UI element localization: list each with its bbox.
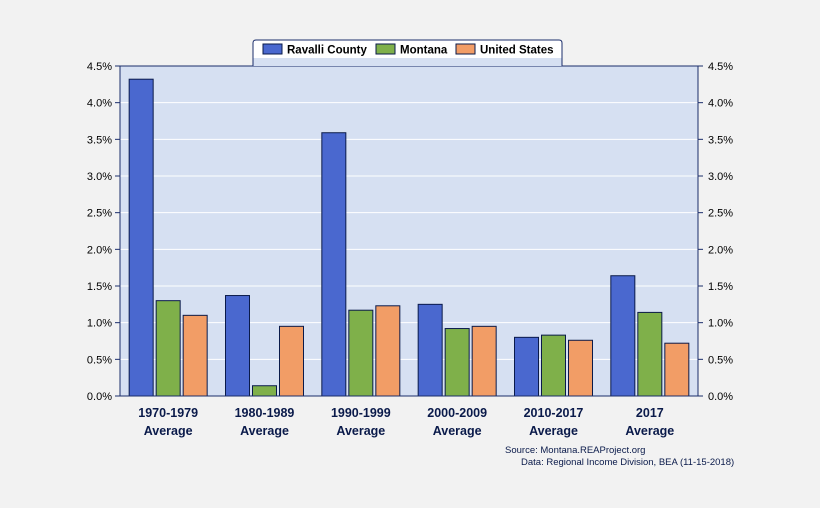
y-tick-label-left: 4.5% <box>87 61 112 73</box>
x-tick-label: 1980-1989 <box>235 406 295 420</box>
x-tick-label: 2000-2009 <box>427 406 487 420</box>
y-tick-label-right: 2.5% <box>708 208 733 220</box>
y-tick-label-left: 3.5% <box>87 134 112 146</box>
y-tick-label-right: 0.0% <box>708 391 733 403</box>
x-tick-label: Average <box>336 424 385 438</box>
bars <box>128 78 690 397</box>
legend: Ravalli County Montana United States <box>252 39 563 66</box>
x-tick-label: 2017 <box>636 406 664 420</box>
x-tick-label: Average <box>433 424 482 438</box>
x-tick-label: Average <box>144 424 193 438</box>
bar-united-states <box>568 339 593 397</box>
x-tick-label: Average <box>240 424 289 438</box>
y-tick-label-right: 3.0% <box>708 171 733 183</box>
bar-montana <box>252 385 277 397</box>
legend-box <box>252 39 563 58</box>
bar-united-states <box>182 314 208 397</box>
y-tick-label-right: 4.5% <box>708 61 733 73</box>
y-axis-left: 0.0% 0.5% 1.0% 1.5% 2.0% 2.5% 3.0% 3.5% 4.0% 4.5% <box>87 61 120 403</box>
y-tick-label-left: 1.0% <box>87 318 112 330</box>
x-tick-label: 1970-1979 <box>138 406 198 420</box>
y-tick-label-left: 1.5% <box>87 281 112 293</box>
y-tick-label-left: 0.5% <box>87 354 112 366</box>
gridlines <box>120 102 698 360</box>
y-tick-label-left: 2.0% <box>87 244 112 256</box>
y-tick-label-left: 4.0% <box>87 98 112 110</box>
bar-ravalli-county <box>514 336 539 397</box>
bar-montana <box>444 328 470 397</box>
data-source-line: Data: Regional Income Division, BEA (11-… <box>521 457 734 468</box>
bar-united-states <box>375 305 401 397</box>
bar-montana <box>541 334 566 397</box>
x-axis-labels: 1970-1979 Average 1980-1989 Average 1990-199… <box>138 406 674 438</box>
x-tick-label: 1990-1999 <box>331 406 391 420</box>
legend-label: United States <box>480 45 554 57</box>
x-tick-label: 2010-2017 <box>524 406 584 420</box>
y-tick-label-right: 0.5% <box>708 354 733 366</box>
bar-montana <box>348 309 374 397</box>
legend-swatch <box>455 43 476 55</box>
y-tick-label-left: 0.0% <box>87 391 112 403</box>
legend-swatch <box>262 43 283 55</box>
y-tick-label-right: 1.5% <box>708 281 733 293</box>
legend-connector <box>253 58 562 66</box>
bar-montana <box>155 300 181 397</box>
legend-label: Ravalli County <box>287 45 367 57</box>
plot-area <box>119 65 699 397</box>
x-tick-label: Average <box>529 424 578 438</box>
legend-label: Montana <box>400 45 448 57</box>
bar-ravalli-county <box>225 295 250 397</box>
y-tick-label-right: 1.0% <box>708 318 733 330</box>
bar-ravalli-county <box>610 275 636 397</box>
y-tick-label-right: 3.5% <box>708 134 733 146</box>
bar-montana <box>637 311 663 397</box>
bar-united-states <box>664 342 690 397</box>
source-line: Source: Montana.REAProject.org <box>505 445 645 456</box>
bar-ravalli-county <box>321 132 347 397</box>
y-tick-label-left: 3.0% <box>87 171 112 183</box>
bar-united-states <box>471 325 497 397</box>
bar-ravalli-county <box>128 78 154 397</box>
x-tick-label: Average <box>625 424 674 438</box>
y-tick-label-left: 2.5% <box>87 208 112 220</box>
bar-united-states <box>279 325 304 397</box>
y-tick-label-right: 4.0% <box>708 98 733 110</box>
y-axis-right: 0.0% 0.5% 1.0% 1.5% 2.0% 2.5% 3.0% 3.5% 4.0% 4.5% <box>698 61 733 403</box>
legend-swatch <box>375 43 396 55</box>
bar-ravalli-county <box>417 303 443 397</box>
y-tick-label-right: 2.0% <box>708 244 733 256</box>
